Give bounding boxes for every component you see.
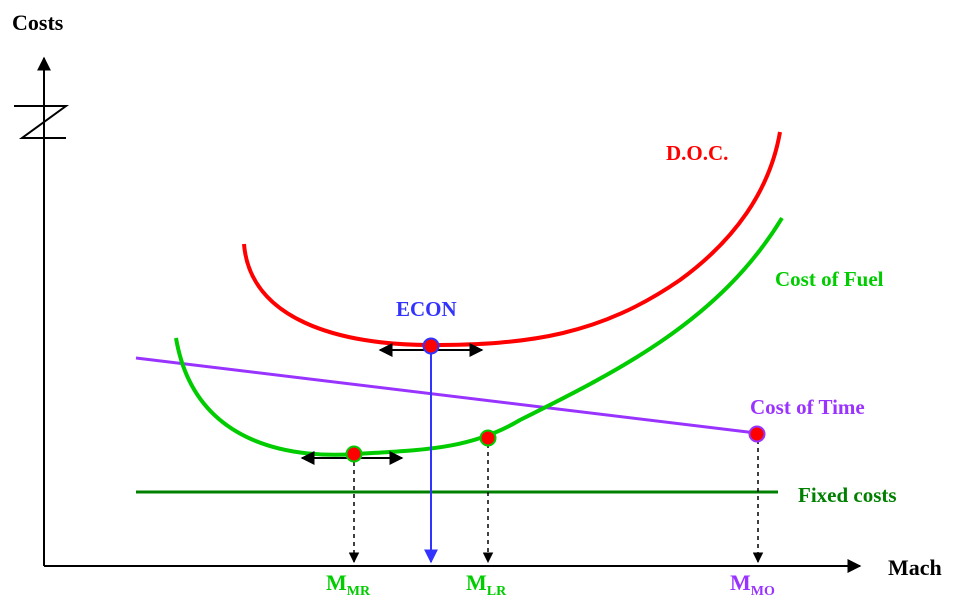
m-mr-label: MMR (326, 570, 371, 599)
mlr-point (479, 429, 497, 447)
mmo-point (748, 425, 766, 443)
econ-label: ECON (396, 297, 457, 321)
cost-of-fuel-label: Cost of Fuel (775, 267, 884, 291)
y-axis-label: Costs (12, 10, 64, 35)
x-axis-label: Mach (888, 555, 942, 580)
m-mo-label: MMO (730, 570, 775, 599)
doc-curve (242, 131, 782, 348)
m-lr-label: MLR (466, 570, 507, 599)
cost-of-time-line (135, 356, 757, 435)
cost-of-time-label: Cost of Time (750, 395, 865, 419)
axis-break-icon (14, 105, 70, 139)
mmr-point (345, 445, 363, 463)
econ-point (422, 337, 440, 355)
doc-label: D.O.C. (666, 141, 728, 165)
fixed-costs-label: Fixed costs (798, 483, 897, 507)
cost-of-fuel-curve (174, 216, 784, 457)
